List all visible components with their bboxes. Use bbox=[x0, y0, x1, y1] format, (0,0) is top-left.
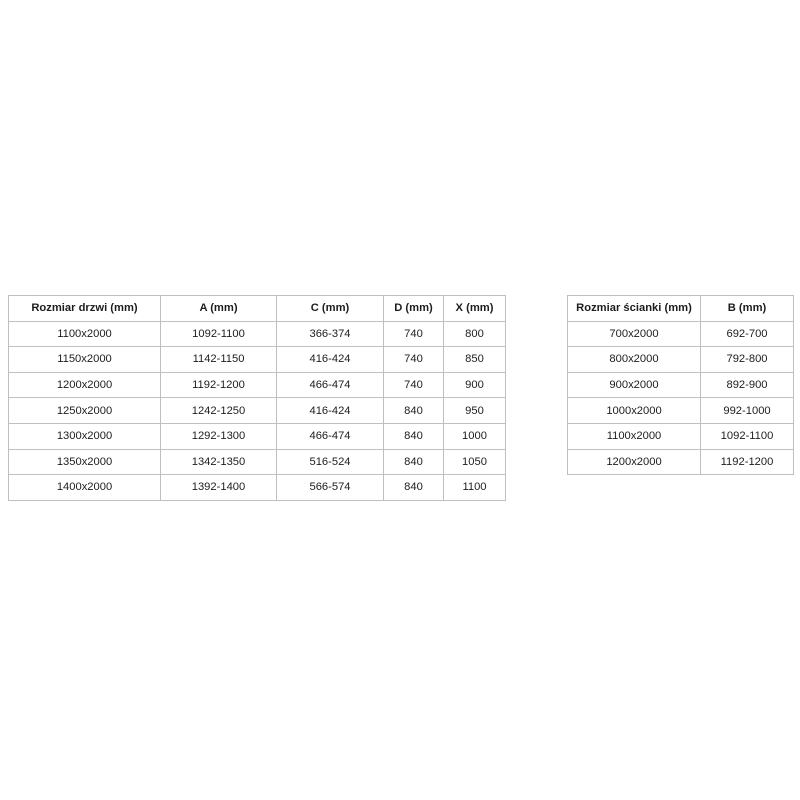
doors-cell-size: 1400x2000 bbox=[8, 474, 161, 501]
doors-cell-a: 1342-1350 bbox=[160, 448, 277, 476]
table-row: 700x2000 692-700 bbox=[567, 320, 794, 348]
doors-col-header-x: X (mm) bbox=[443, 295, 506, 322]
walls-cell-b: 992-1000 bbox=[700, 397, 794, 424]
doors-cell-size: 1150x2000 bbox=[8, 346, 161, 373]
doors-col-header-d: D (mm) bbox=[383, 295, 444, 322]
doors-cell-c: 466-474 bbox=[276, 371, 384, 399]
doors-table-head: Rozmiar drzwi (mm) A (mm) C (mm) D (mm) … bbox=[8, 295, 506, 322]
doors-cell-d: 740 bbox=[383, 371, 444, 399]
walls-table-body: 700x2000 692-700 800x2000 792-800 900x20… bbox=[567, 320, 794, 476]
doors-cell-x: 900 bbox=[443, 371, 506, 399]
table-row: 1150x2000 1142-1150 416-424 740 850 bbox=[8, 346, 506, 373]
walls-table-header-row: Rozmiar ścianki (mm) B (mm) bbox=[567, 295, 794, 322]
table-row: 1200x2000 1192-1200 466-474 740 900 bbox=[8, 371, 506, 399]
table-row: 1200x2000 1192-1200 bbox=[567, 448, 794, 476]
doors-cell-a: 1142-1150 bbox=[160, 346, 277, 373]
table-row: 900x2000 892-900 bbox=[567, 371, 794, 399]
doors-cell-c: 516-524 bbox=[276, 448, 384, 476]
doors-cell-a: 1092-1100 bbox=[160, 320, 277, 348]
doors-col-header-c: C (mm) bbox=[276, 295, 384, 322]
doors-cell-d: 840 bbox=[383, 474, 444, 501]
walls-cell-size: 1100x2000 bbox=[567, 422, 701, 450]
walls-cell-b: 792-800 bbox=[700, 346, 794, 373]
doors-cell-x: 800 bbox=[443, 320, 506, 348]
doors-cell-d: 840 bbox=[383, 448, 444, 476]
walls-col-header-size: Rozmiar ścianki (mm) bbox=[567, 295, 701, 322]
walls-cell-size: 1000x2000 bbox=[567, 397, 701, 424]
doors-cell-size: 1250x2000 bbox=[8, 397, 161, 424]
table-row: 1000x2000 992-1000 bbox=[567, 397, 794, 424]
doors-cell-c: 466-474 bbox=[276, 422, 384, 450]
doors-cell-c: 416-424 bbox=[276, 346, 384, 373]
walls-cell-size: 800x2000 bbox=[567, 346, 701, 373]
table-row: 1300x2000 1292-1300 466-474 840 1000 bbox=[8, 422, 506, 450]
doors-cell-c: 366-374 bbox=[276, 320, 384, 348]
doors-cell-x: 1050 bbox=[443, 448, 506, 476]
doors-table-body: 1100x2000 1092-1100 366-374 740 800 1150… bbox=[8, 320, 506, 501]
walls-cell-b: 692-700 bbox=[700, 320, 794, 348]
doors-col-header-a: A (mm) bbox=[160, 295, 277, 322]
walls-cell-size: 700x2000 bbox=[567, 320, 701, 348]
doors-cell-c: 416-424 bbox=[276, 397, 384, 424]
doors-cell-x: 1100 bbox=[443, 474, 506, 501]
walls-cell-b: 1192-1200 bbox=[700, 448, 794, 476]
table-row: 1100x2000 1092-1100 366-374 740 800 bbox=[8, 320, 506, 348]
doors-cell-a: 1242-1250 bbox=[160, 397, 277, 424]
doors-table-header-row: Rozmiar drzwi (mm) A (mm) C (mm) D (mm) … bbox=[8, 295, 506, 322]
doors-cell-size: 1350x2000 bbox=[8, 448, 161, 476]
walls-table-head: Rozmiar ścianki (mm) B (mm) bbox=[567, 295, 794, 322]
doors-cell-d: 740 bbox=[383, 346, 444, 373]
table-row: 1250x2000 1242-1250 416-424 840 950 bbox=[8, 397, 506, 424]
doors-cell-size: 1100x2000 bbox=[8, 320, 161, 348]
doors-cell-a: 1192-1200 bbox=[160, 371, 277, 399]
walls-cell-b: 1092-1100 bbox=[700, 422, 794, 450]
walls-cell-size: 900x2000 bbox=[567, 371, 701, 399]
doors-cell-d: 840 bbox=[383, 422, 444, 450]
doors-cell-x: 1000 bbox=[443, 422, 506, 450]
shower-door-dimensions-table: Rozmiar drzwi (mm) A (mm) C (mm) D (mm) … bbox=[8, 295, 506, 501]
doors-col-header-size: Rozmiar drzwi (mm) bbox=[8, 295, 161, 322]
doors-cell-d: 740 bbox=[383, 320, 444, 348]
walls-cell-size: 1200x2000 bbox=[567, 448, 701, 476]
table-row: 1400x2000 1392-1400 566-574 840 1100 bbox=[8, 474, 506, 501]
doors-cell-size: 1300x2000 bbox=[8, 422, 161, 450]
doors-cell-x: 950 bbox=[443, 397, 506, 424]
doors-cell-x: 850 bbox=[443, 346, 506, 373]
doors-cell-c: 566-574 bbox=[276, 474, 384, 501]
walls-cell-b: 892-900 bbox=[700, 371, 794, 399]
doors-cell-a: 1292-1300 bbox=[160, 422, 277, 450]
walls-col-header-b: B (mm) bbox=[700, 295, 794, 322]
doors-cell-a: 1392-1400 bbox=[160, 474, 277, 501]
doors-cell-size: 1200x2000 bbox=[8, 371, 161, 399]
table-row: 800x2000 792-800 bbox=[567, 346, 794, 373]
table-row: 1350x2000 1342-1350 516-524 840 1050 bbox=[8, 448, 506, 476]
table-row: 1100x2000 1092-1100 bbox=[567, 422, 794, 450]
doors-cell-d: 840 bbox=[383, 397, 444, 424]
shower-wall-dimensions-table: Rozmiar ścianki (mm) B (mm) 700x2000 692… bbox=[567, 295, 794, 476]
